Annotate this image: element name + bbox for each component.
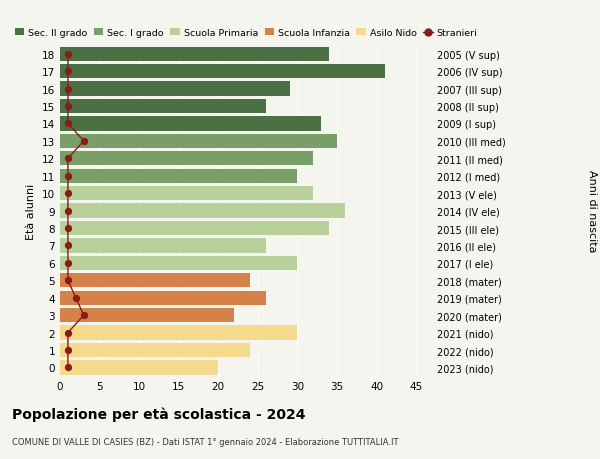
Point (63, 86, 73, 93)
Bar (60, 100, 266, 114)
Point (63, 277, 73, 285)
Y-axis label: Età alunni: Età alunni (26, 183, 37, 239)
Point (63, 260, 73, 267)
Point (71, 294, 80, 302)
Point (79, 312, 89, 319)
Bar (60, 291, 266, 305)
Point (63, 121, 73, 128)
Bar (60, 361, 218, 375)
Point (63, 225, 73, 232)
Bar (60, 221, 329, 235)
Bar (60, 47, 329, 62)
Bar (60, 308, 234, 323)
Text: Anni di nascita: Anni di nascita (587, 170, 597, 252)
Point (63, 155, 73, 162)
Bar (60, 65, 385, 79)
Bar (60, 152, 313, 166)
Bar (60, 326, 298, 340)
Point (63, 190, 73, 197)
Point (63, 329, 73, 336)
Text: COMUNE DI VALLE DI CASIES (BZ) - Dati ISTAT 1° gennaio 2024 - Elaborazione TUTTI: COMUNE DI VALLE DI CASIES (BZ) - Dati IS… (12, 437, 398, 446)
Bar (60, 239, 266, 253)
Bar (60, 82, 290, 96)
Point (63, 103, 73, 111)
Point (79, 138, 89, 145)
Bar (60, 274, 250, 288)
Text: Popolazione per età scolastica - 2024: Popolazione per età scolastica - 2024 (12, 406, 305, 421)
Point (63, 51, 73, 58)
Bar (60, 187, 313, 201)
Legend: Sec. II grado, Sec. I grado, Scuola Primaria, Scuola Infanzia, Asilo Nido, Stran: Sec. II grado, Sec. I grado, Scuola Prim… (15, 29, 477, 38)
Point (63, 347, 73, 354)
Bar (60, 134, 337, 149)
Bar (60, 343, 250, 358)
Point (63, 173, 73, 180)
Bar (60, 169, 298, 184)
Bar (60, 117, 321, 131)
Point (63, 364, 73, 371)
Point (63, 207, 73, 215)
Point (63, 68, 73, 76)
Bar (60, 256, 298, 270)
Point (63, 242, 73, 250)
Bar (60, 204, 345, 218)
